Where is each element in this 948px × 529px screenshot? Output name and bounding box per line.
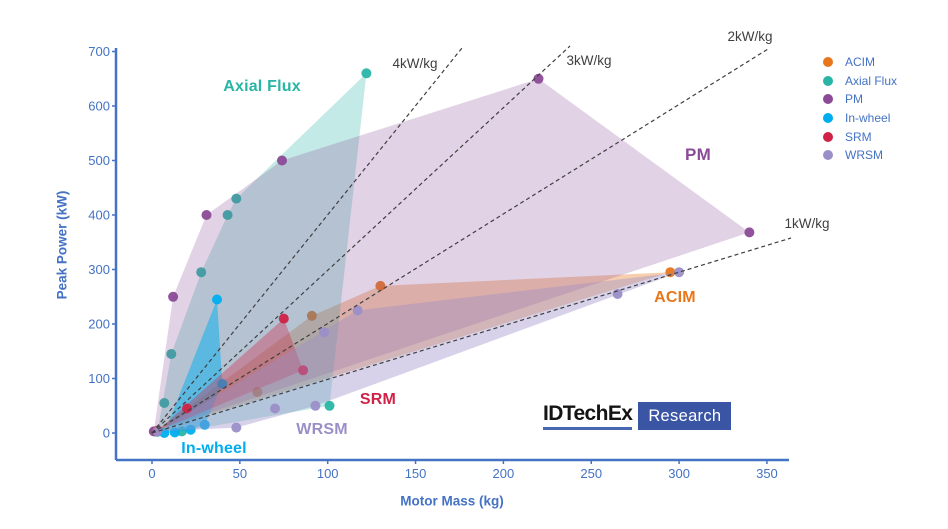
data-point — [201, 210, 212, 220]
logo-brand-text: IDTechEx — [543, 402, 633, 430]
data-point — [277, 155, 287, 166]
y-tick-label: 700 — [88, 44, 110, 59]
x-axis-title: Motor Mass (kg) — [400, 493, 504, 509]
legend-swatch-icon — [823, 75, 833, 86]
data-point — [166, 349, 177, 359]
data-point — [185, 424, 196, 435]
guide-line-label: 2kW/kg — [727, 29, 772, 44]
data-point — [665, 267, 676, 278]
legend-item-srm: SRM — [823, 127, 897, 146]
data-point — [375, 280, 386, 291]
legend-swatch-icon — [823, 94, 833, 105]
x-tick-label: 350 — [756, 466, 778, 481]
legend-swatch-icon — [823, 131, 833, 142]
guide-line-label: 1kW/kg — [784, 216, 829, 231]
series-annotation-wrsm: WRSM — [296, 421, 348, 438]
logo-research-badge: Research — [638, 402, 732, 430]
legend-swatch-icon — [823, 150, 833, 161]
y-axis-title: Peak Power (kW) — [54, 190, 70, 300]
y-tick-label: 400 — [88, 208, 110, 223]
guide-line-label: 3kW/kg — [566, 53, 611, 68]
legend-swatch-icon — [823, 113, 833, 124]
data-point — [278, 313, 289, 324]
data-point — [169, 427, 180, 438]
data-point — [324, 400, 335, 411]
y-tick-label: 300 — [88, 262, 110, 277]
guide-line-2kwkg — [151, 48, 769, 434]
series-annotation-in-wheel: In-wheel — [181, 440, 247, 457]
guide-line-1kwkg — [151, 237, 792, 434]
data-point — [298, 365, 309, 376]
legend-item-wrsm: WRSM — [823, 146, 897, 165]
data-point — [222, 210, 233, 220]
x-tick-label: 200 — [493, 466, 515, 481]
data-point — [352, 305, 363, 316]
x-tick-label: 100 — [317, 466, 339, 481]
y-tick-label: 100 — [88, 371, 110, 386]
legend-item-acim: ACIM — [823, 53, 897, 72]
data-point — [270, 403, 280, 414]
data-point — [152, 426, 163, 437]
data-point — [744, 227, 755, 238]
data-point — [231, 422, 242, 433]
series-annotation-axial-flux: Axial Flux — [223, 78, 301, 95]
data-point — [319, 327, 330, 338]
idtechex-logo: IDTechEx Research — [543, 402, 732, 430]
data-point — [252, 387, 263, 398]
legend-label: WRSM — [845, 148, 883, 163]
y-tick-label: 500 — [88, 153, 110, 168]
x-tick-label: 150 — [405, 466, 427, 481]
x-tick-label: 250 — [580, 466, 602, 481]
legend-label: ACIM — [845, 55, 875, 70]
legend-label: PM — [845, 92, 863, 107]
series-annotation-pm: PM — [685, 145, 711, 164]
data-point — [182, 403, 193, 414]
legend-label: Axial Flux — [845, 73, 898, 88]
x-tick-label: 0 — [148, 466, 155, 481]
legend: ACIM Axial Flux PM In-wheel SRM WRSM — [823, 53, 897, 165]
data-point — [306, 310, 317, 321]
guide-line-3kwkg — [151, 45, 571, 434]
data-point — [212, 294, 222, 305]
guide-line-label: 4kW/kg — [392, 56, 437, 71]
data-point — [199, 419, 210, 430]
series-region — [153, 78, 750, 432]
series-region — [157, 318, 304, 431]
legend-swatch-icon — [823, 57, 833, 68]
legend-label: SRM — [845, 129, 872, 144]
data-point — [674, 267, 685, 278]
series-annotation-srm: SRM — [359, 391, 397, 408]
data-point — [231, 193, 242, 204]
data-point — [196, 267, 207, 278]
x-tick-label: 300 — [668, 466, 690, 481]
y-tick-label: 600 — [88, 99, 110, 114]
data-point — [310, 400, 321, 411]
data-point — [159, 398, 170, 408]
x-tick-label: 50 — [233, 466, 247, 481]
data-point — [533, 73, 544, 84]
series-annotation-acim: ACIM — [654, 289, 696, 306]
y-tick-label: 0 — [103, 426, 110, 441]
series-region — [155, 272, 671, 432]
guide-line-4kwkg — [151, 47, 463, 434]
data-point — [168, 291, 179, 302]
y-tick-label: 200 — [88, 317, 110, 332]
legend-label: In-wheel — [845, 111, 891, 126]
legend-item-in-wheel: In-wheel — [823, 109, 897, 128]
data-point — [217, 378, 228, 389]
legend-item-axial-flux: Axial Flux — [823, 72, 897, 91]
legend-item-pm: PM — [823, 90, 897, 109]
data-point — [361, 68, 372, 79]
